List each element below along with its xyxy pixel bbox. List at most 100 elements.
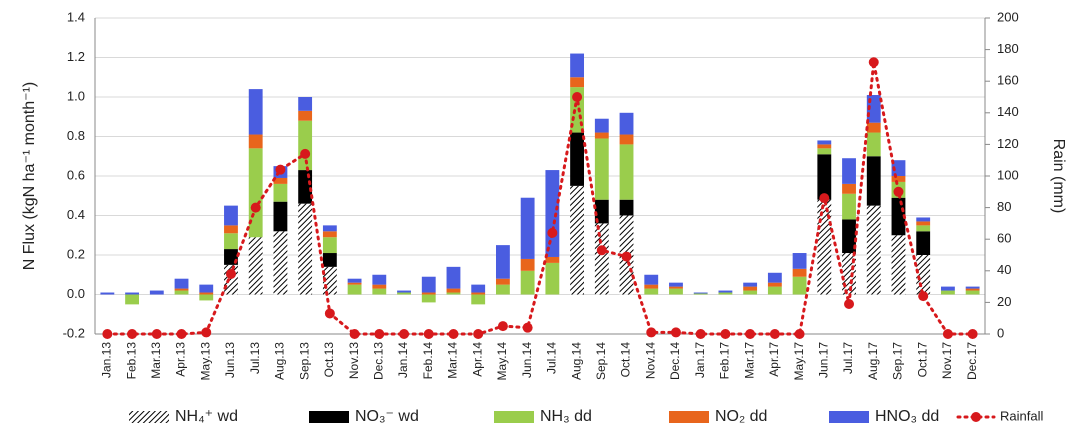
rainfall-point: [893, 186, 904, 197]
bar-segment: [570, 77, 585, 88]
x-tick-label: Aug.14: [569, 342, 583, 380]
rainfall-point: [225, 268, 236, 279]
legend-swatch: [494, 411, 534, 423]
legend-swatch: [129, 411, 169, 423]
bar-segment: [866, 156, 881, 206]
bar-segment: [693, 293, 708, 295]
bar-segment: [743, 290, 758, 295]
bar-segment: [174, 278, 189, 289]
bar-segment: [372, 288, 387, 295]
rainfall-point: [646, 327, 657, 338]
bar-segment: [248, 89, 263, 135]
x-tick-label: Jan.17: [693, 342, 707, 378]
bar-segment: [842, 219, 856, 254]
y2-tick-label: 60: [997, 231, 1011, 246]
legend-label: Rainfall: [1000, 408, 1043, 423]
rainfall-point: [596, 245, 607, 256]
y-tick-label: 0.2: [67, 246, 85, 261]
x-tick-label: Jul.13: [248, 342, 262, 374]
rainfall-point: [794, 329, 805, 339]
x-tick-label: May.14: [495, 342, 509, 381]
bar-segment: [842, 193, 856, 220]
y2-tick-label: 180: [997, 41, 1019, 56]
bar-segment: [891, 235, 906, 295]
bar-segment: [743, 282, 758, 287]
x-tick-label: Mar.17: [742, 342, 756, 379]
y2-tick-label: 200: [997, 9, 1019, 24]
rainfall-point: [918, 291, 929, 302]
x-tick-label: Feb.17: [718, 342, 732, 380]
y-tick-label: 0.4: [67, 207, 85, 222]
bar-segment: [322, 231, 337, 238]
x-tick-label: Feb.14: [421, 342, 435, 380]
bar-segment: [644, 284, 659, 289]
bar-segment: [693, 292, 708, 294]
bar-segment: [916, 225, 931, 232]
rainfall-point: [275, 164, 286, 175]
bar-segment: [397, 290, 411, 293]
x-tick-label: Sep.17: [891, 342, 905, 380]
rainfall-point: [844, 298, 855, 309]
bar-segment: [174, 290, 189, 295]
rainfall-point: [547, 227, 558, 238]
bar-segment: [495, 284, 510, 295]
rainfall-point: [497, 321, 508, 332]
x-tick-label: Dec.13: [371, 342, 385, 380]
bar-segment: [842, 158, 856, 184]
bar-segment: [520, 258, 535, 271]
bar-segment: [347, 278, 362, 283]
bar-segment: [594, 118, 609, 133]
y-tick-label: 0.8: [67, 128, 85, 143]
bar-segment: [669, 286, 683, 289]
bar-segment: [842, 183, 856, 194]
bar-segment: [520, 270, 535, 295]
legend-label: NH₃ dd: [540, 408, 592, 425]
x-tick-label: Jun.13: [223, 342, 237, 378]
bar-segment: [471, 294, 486, 305]
bar-segment: [298, 203, 313, 295]
bar-segment: [421, 276, 436, 293]
bar-segment: [248, 134, 263, 149]
bar-segment: [397, 292, 411, 295]
legend-label: NO₂ dd: [715, 408, 767, 425]
bar-segment: [619, 112, 634, 135]
rainfall-point: [819, 193, 830, 204]
bar-segment: [347, 282, 362, 285]
bar-segment: [644, 274, 659, 285]
bar-segment: [669, 288, 683, 295]
rainfall-point: [720, 329, 731, 339]
rainfall-point: [349, 329, 360, 339]
bar-segment: [916, 231, 931, 255]
x-tick-label: Nov.14: [643, 342, 657, 379]
y-axis-label: N Flux (kgN ha⁻¹ month⁻¹): [21, 82, 38, 270]
bar-segment: [940, 286, 955, 291]
x-tick-label: Apr.17: [767, 342, 781, 377]
bar-segment: [866, 132, 881, 157]
x-tick-label: Jul.14: [545, 342, 559, 374]
legend-label: NH₄⁺ wd: [175, 408, 238, 425]
bar-segment: [718, 290, 733, 293]
legend-marker: [971, 412, 981, 422]
rainfall-point: [745, 329, 756, 339]
y2-tick-label: 160: [997, 73, 1019, 88]
bar-segment: [965, 290, 980, 295]
rainfall-point: [250, 202, 261, 213]
bar-segment: [322, 225, 337, 232]
bar-segment: [421, 292, 436, 295]
bar-segment: [891, 160, 906, 176]
bar-segment: [916, 221, 931, 226]
bar-segment: [273, 201, 288, 232]
x-tick-label: Nov.13: [347, 342, 361, 379]
bar-segment: [224, 225, 238, 234]
y2-tick-label: 140: [997, 104, 1019, 119]
bar-segment: [545, 256, 560, 263]
rainfall-point: [127, 329, 138, 339]
x-tick-label: Jan.13: [100, 342, 114, 378]
rainfall-point: [448, 329, 459, 339]
legend-label: HNO₃ dd: [875, 408, 939, 425]
bar-segment: [619, 144, 634, 200]
x-tick-label: Jun.14: [520, 342, 534, 378]
bar-segment: [792, 276, 807, 295]
rainfall-point: [300, 148, 311, 159]
bar-segment: [570, 53, 585, 78]
